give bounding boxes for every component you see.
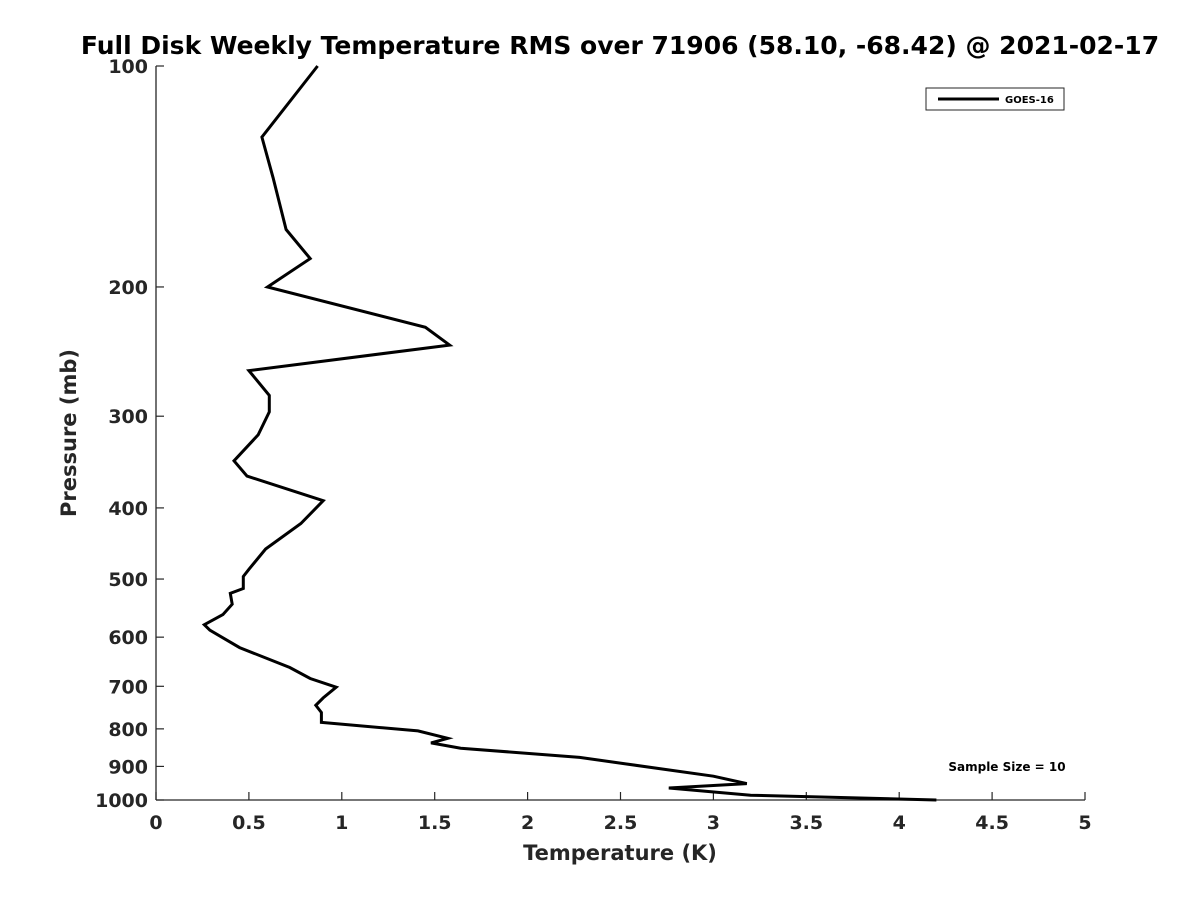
y-tick-label: 700 [108, 676, 148, 698]
x-tick-label: 5 [1078, 812, 1091, 834]
series-line-goes-16 [201, 65, 937, 802]
y-tick-label: 300 [108, 406, 148, 428]
x-tick-label: 3.5 [789, 812, 823, 834]
x-tick-label: 1 [335, 812, 348, 834]
x-tick-label: 4.5 [975, 812, 1009, 834]
x-tick-label: 0 [149, 812, 162, 834]
x-tick-label: 3 [707, 812, 720, 834]
x-tick-label: 0.5 [232, 812, 266, 834]
y-tick-label: 1000 [95, 790, 148, 812]
legend: GOES-16 [925, 87, 1065, 111]
series-layer [201, 65, 937, 802]
y-tick-label: 200 [108, 277, 148, 299]
y-tick-label: 400 [108, 498, 148, 520]
chart-title: Full Disk Weekly Temperature RMS over 71… [81, 31, 1159, 60]
x-tick-label: 2.5 [604, 812, 638, 834]
sample-size-annotation: Sample Size = 10 [948, 760, 1065, 774]
y-tick-label: 900 [108, 756, 148, 778]
x-axis-label: Temperature (K) [523, 841, 717, 865]
axes [155, 66, 1085, 801]
y-ticks: 100 200 300 400 500 600 700 800 900 1000 [95, 56, 164, 812]
y-tick-label: 500 [108, 569, 148, 591]
y-tick-label: 100 [108, 56, 148, 78]
y-tick-label: 600 [108, 627, 148, 649]
y-axis-label: Pressure (mb) [57, 349, 81, 517]
x-tick-label: 1.5 [418, 812, 452, 834]
x-tick-label: 2 [521, 812, 534, 834]
x-ticks: 0 0.5 1 1.5 2 2.5 3 3.5 4 4.5 5 [149, 792, 1092, 834]
x-tick-label: 4 [893, 812, 906, 834]
y-tick-label: 800 [108, 719, 148, 741]
legend-label: GOES-16 [1005, 95, 1054, 106]
